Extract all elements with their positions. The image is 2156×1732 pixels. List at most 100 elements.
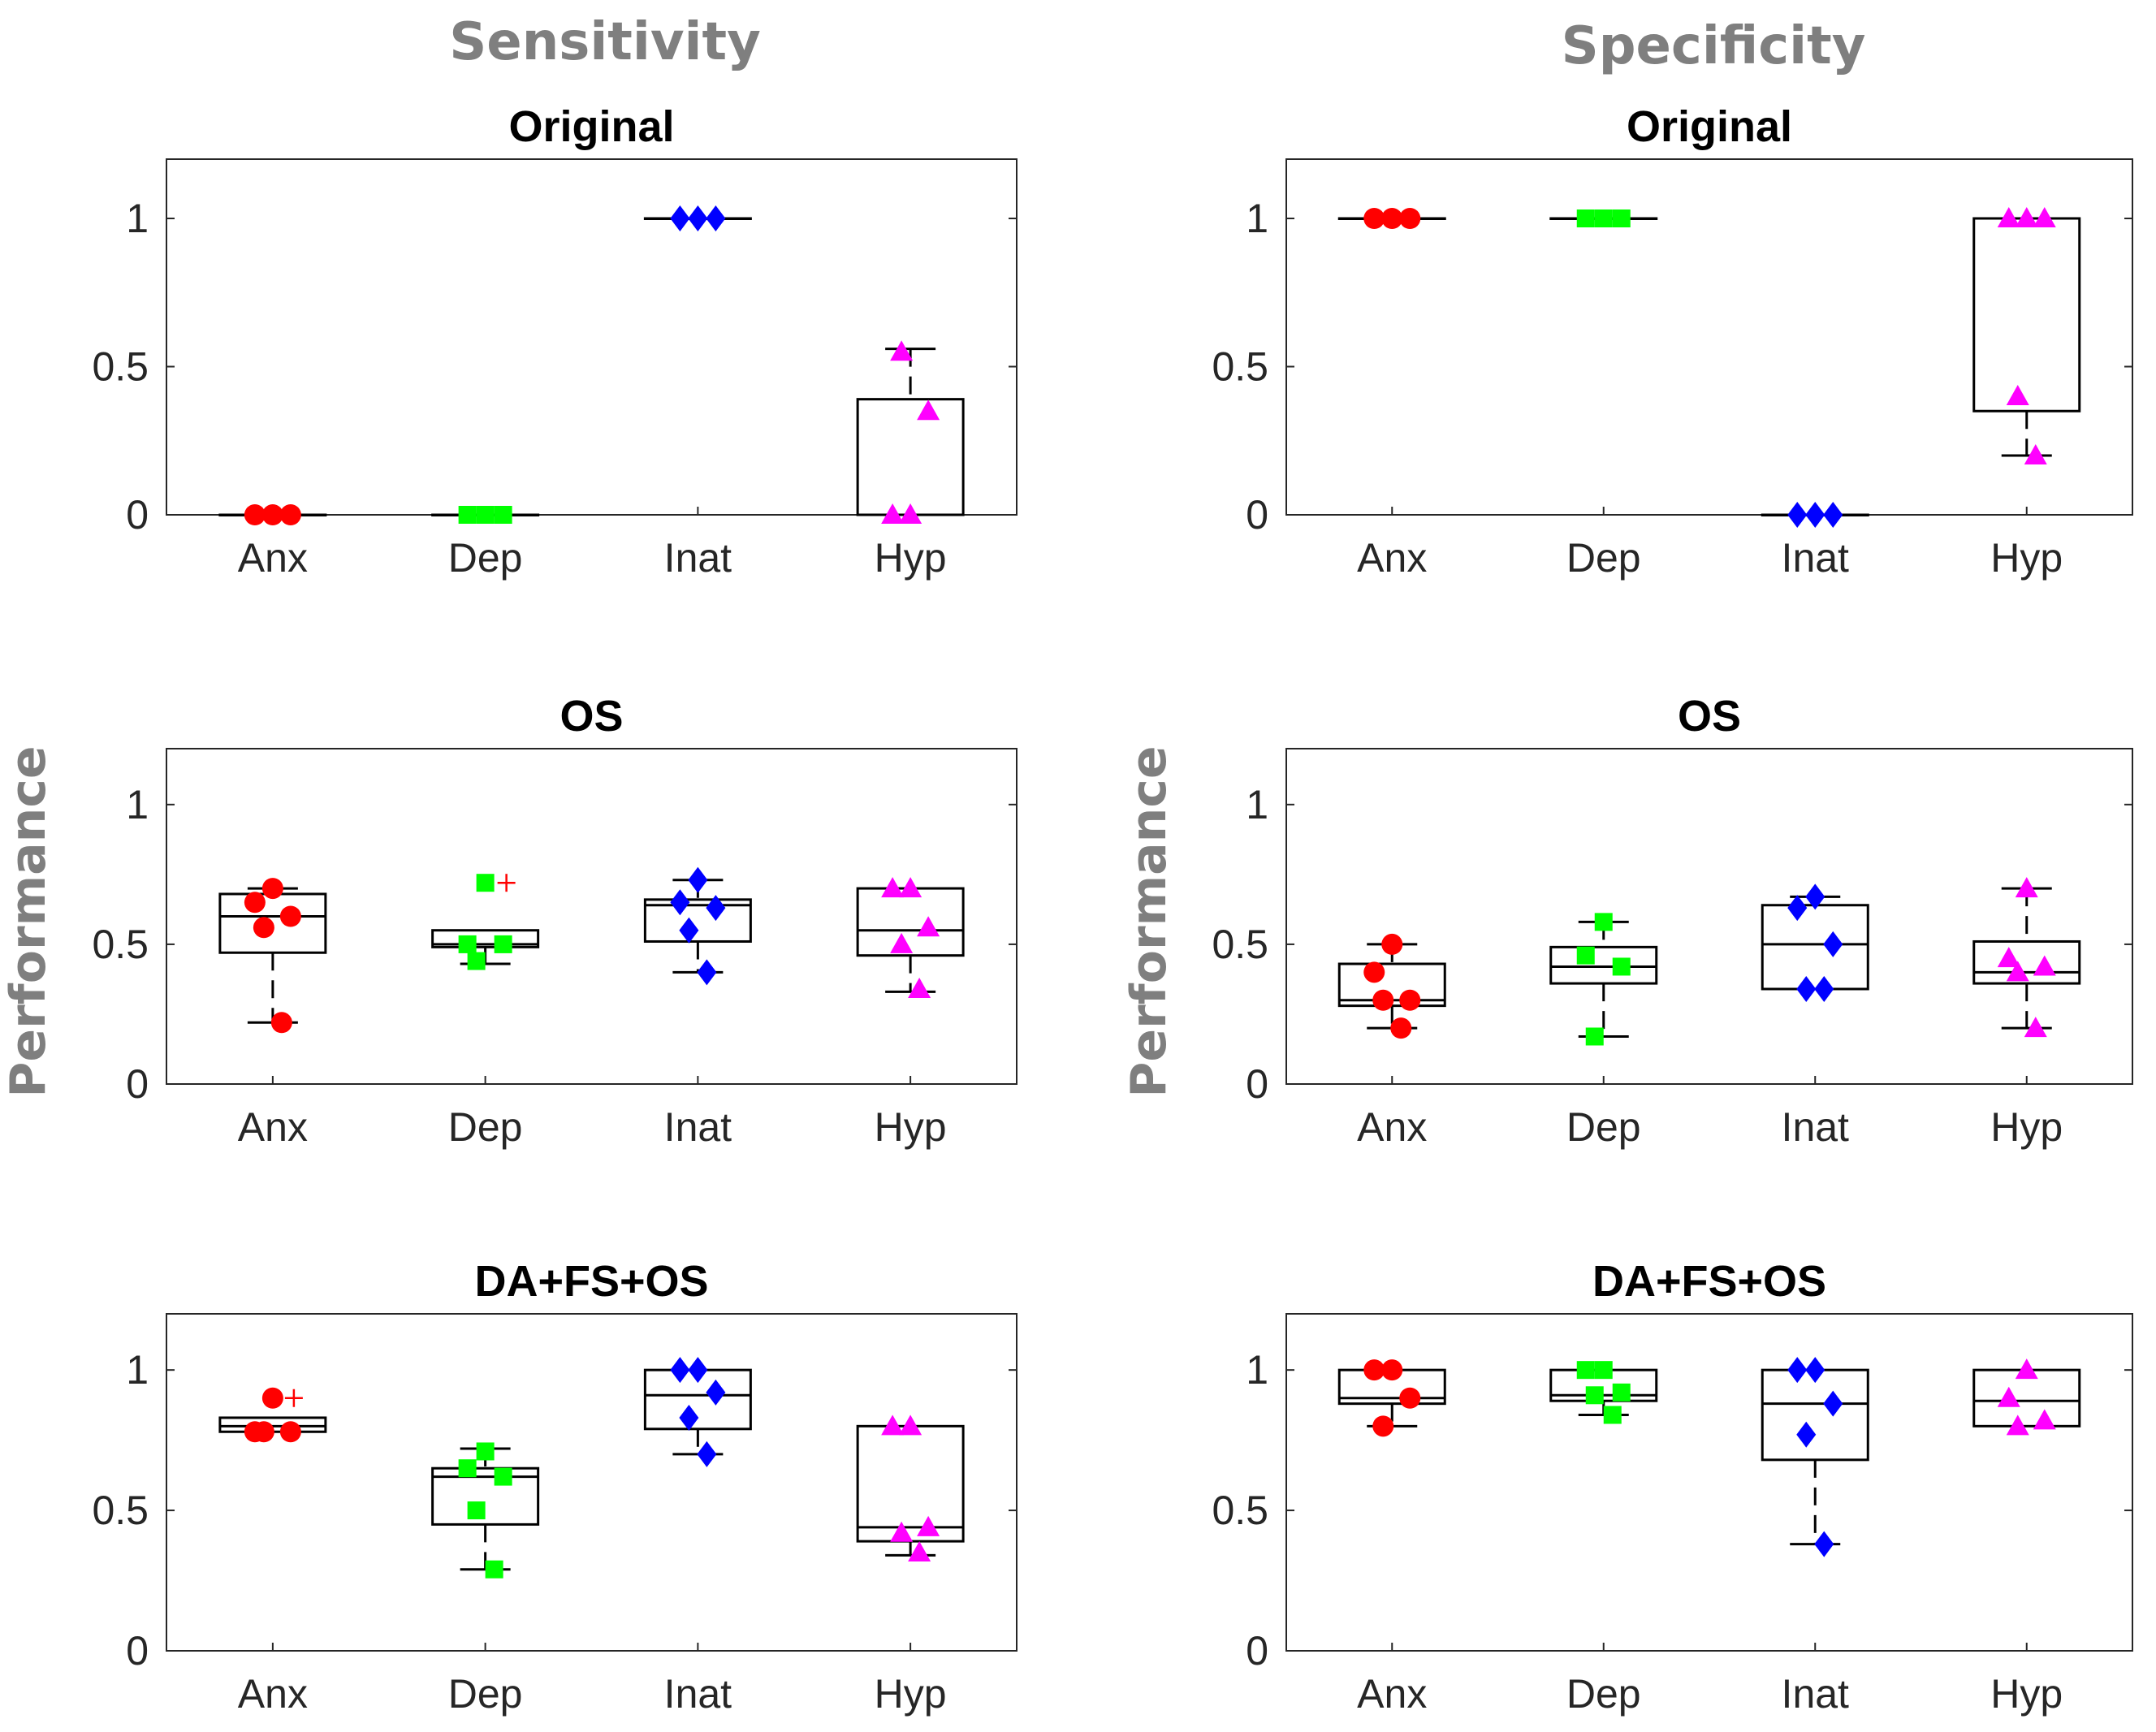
- series-hyp: [856, 1415, 965, 1561]
- xtick-label: Hyp: [875, 1104, 947, 1150]
- data-point: [1612, 209, 1631, 227]
- series-anx: [218, 878, 327, 1034]
- data-point: [1363, 1359, 1385, 1381]
- xtick-label: Anx: [1357, 1104, 1427, 1150]
- data-point: [890, 340, 914, 361]
- ytick-label: 0: [126, 1628, 149, 1674]
- data-point: [2015, 207, 2038, 227]
- series-dep: [1549, 209, 1658, 227]
- data-point: [697, 1440, 717, 1467]
- data-point: [1823, 931, 1843, 957]
- data-point: [279, 504, 301, 525]
- xtick-label: Dep: [448, 1104, 523, 1150]
- ytick-label: 0.5: [92, 922, 149, 967]
- data-point: [476, 874, 495, 892]
- data-point: [279, 905, 301, 927]
- xtick-label: Anx: [238, 1104, 308, 1150]
- data-point: [1997, 1386, 2020, 1407]
- xtick-label: Inat: [1782, 1671, 1850, 1717]
- data-point: [890, 932, 914, 953]
- panel-title: OS: [560, 692, 623, 741]
- data-point: [890, 1521, 914, 1542]
- ytick-label: 0: [126, 492, 149, 538]
- data-point: [679, 1404, 699, 1431]
- ytick-label: 1: [1246, 1347, 1268, 1393]
- column-title-specificity: Specificity: [1562, 16, 1866, 76]
- data-point: [1363, 961, 1385, 983]
- series-anx: [218, 504, 327, 525]
- data-point: [2015, 1358, 2038, 1380]
- xtick-label: Dep: [448, 1671, 523, 1717]
- data-point: [881, 877, 905, 898]
- ytick-label: 0.5: [92, 1488, 149, 1533]
- data-point: [706, 205, 726, 231]
- data-point: [1805, 883, 1825, 910]
- data-point: [670, 1357, 690, 1384]
- xtick-label: Hyp: [1990, 1671, 2063, 1717]
- data-point: [494, 1467, 512, 1486]
- panel-title: Original: [508, 102, 674, 151]
- series-hyp: [1972, 877, 2081, 1038]
- xtick-label: Hyp: [875, 535, 947, 581]
- data-point: [917, 1515, 940, 1536]
- data-point: [1585, 1027, 1604, 1046]
- series-dep: [1549, 1361, 1658, 1424]
- data-point: [244, 504, 266, 525]
- data-point: [476, 1442, 495, 1461]
- xtick-label: Inat: [1782, 535, 1850, 581]
- data-point: [494, 935, 512, 953]
- data-point: [1796, 1421, 1817, 1448]
- series-inat: [1761, 1357, 1869, 1557]
- xtick-label: Anx: [238, 1671, 308, 1717]
- data-point: [1814, 1531, 1834, 1557]
- data-point: [917, 400, 940, 421]
- ytick-label: 0: [1246, 492, 1268, 538]
- data-point: [1381, 933, 1403, 955]
- data-point: [244, 892, 266, 914]
- data-point: [1390, 1017, 1412, 1039]
- ytick-label: 0: [126, 1061, 149, 1107]
- plot-area: [1285, 748, 2133, 1085]
- data-point: [2024, 444, 2047, 464]
- series-inat: [1761, 502, 1869, 528]
- data-point: [458, 935, 477, 953]
- series-anx: [1337, 208, 1446, 229]
- data-point: [1594, 1361, 1613, 1380]
- data-point: [1814, 975, 1834, 1002]
- panel-title: Original: [1627, 102, 1792, 151]
- panel-3: OS 0 0.5 1 Anx Dep Inat Hyp Performance: [1121, 692, 2133, 1150]
- box: [431, 1466, 540, 1526]
- data-point: [2024, 1017, 2047, 1038]
- data-point: [881, 1415, 905, 1436]
- data-point: [899, 1415, 922, 1436]
- series-anx: [218, 1387, 327, 1443]
- xtick-label: Hyp: [1990, 535, 2063, 581]
- xtick-label: Inat: [664, 1104, 732, 1150]
- series-inat: [643, 866, 752, 986]
- data-point: [1823, 1390, 1843, 1417]
- data-point: [2006, 385, 2029, 405]
- xtick-label: Dep: [1566, 1104, 1641, 1150]
- xtick-label: Dep: [448, 535, 523, 581]
- ytick-label: 1: [1246, 782, 1268, 827]
- panel-5: DA+FS+OS 0 0.5 1 Anx Dep Inat Hyp: [1212, 1257, 2133, 1717]
- ytick-label: 1: [1246, 196, 1268, 241]
- xtick-label: Inat: [1782, 1104, 1850, 1150]
- data-point: [670, 889, 690, 916]
- data-point: [270, 1012, 292, 1034]
- y-axis-label: Performance: [1121, 745, 1177, 1097]
- box: [1549, 945, 1658, 985]
- data-point: [1576, 209, 1595, 227]
- series-inat: [643, 1357, 752, 1467]
- data-point: [706, 895, 726, 922]
- data-point: [2015, 877, 2038, 898]
- data-point: [670, 205, 690, 231]
- series-dep: [1549, 913, 1658, 1046]
- data-point: [1612, 957, 1631, 976]
- panel-title: OS: [1678, 692, 1741, 741]
- panel-1: Original 0 0.5 1 Anx Dep Inat Hyp: [1212, 102, 2133, 581]
- data-point: [899, 877, 922, 898]
- data-point: [1363, 208, 1385, 229]
- ytick-label: 1: [126, 782, 149, 827]
- data-point: [2033, 955, 2056, 976]
